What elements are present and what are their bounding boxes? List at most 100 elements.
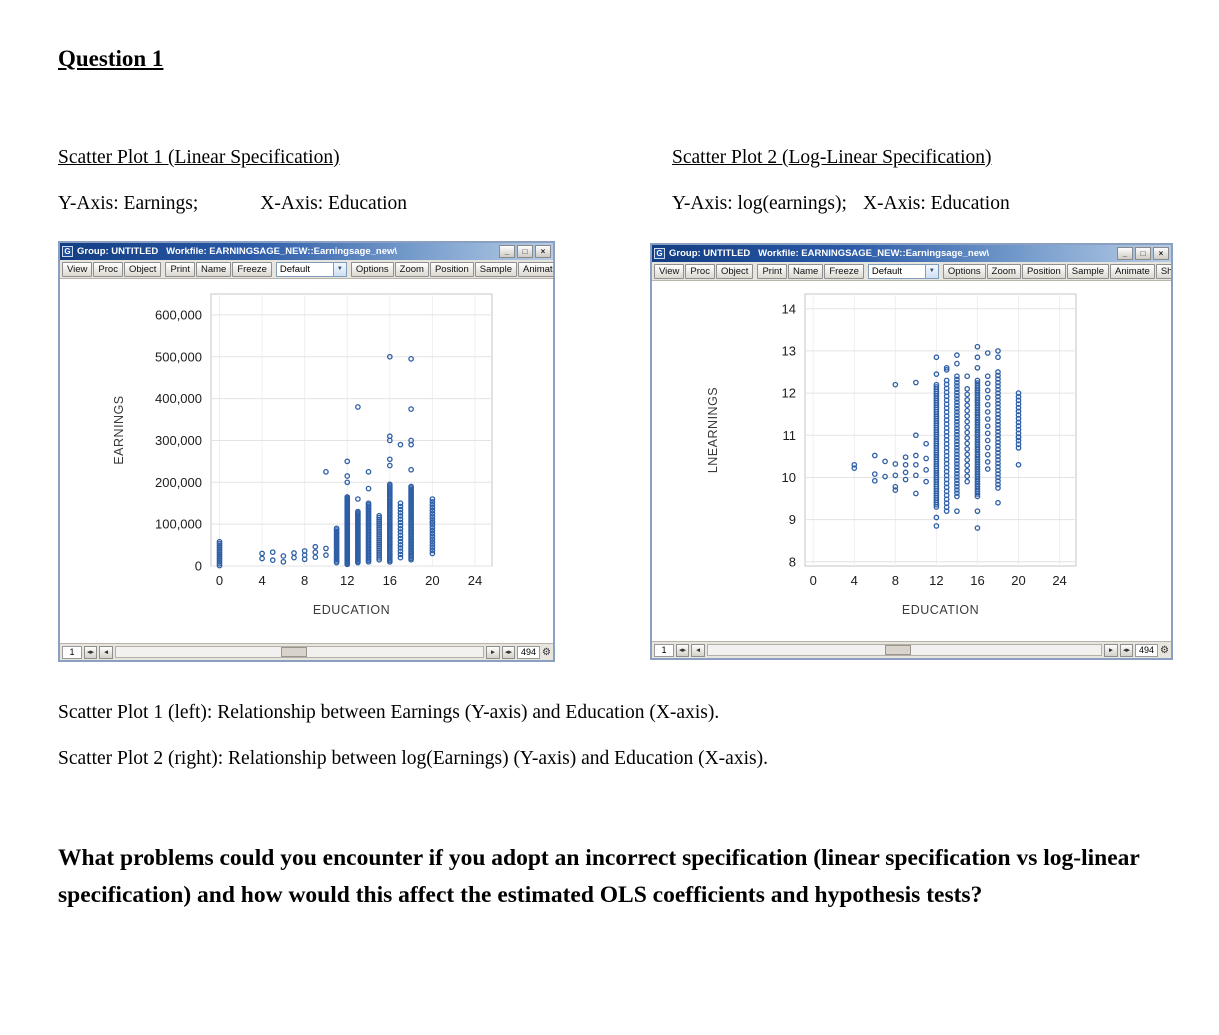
obs-end-box: 494 [517,645,541,659]
svg-text:11: 11 [783,428,797,443]
window-statusbar: 1 ◂▸ ◄ ► ◂▸ 494 ⚙ [60,643,553,660]
obs-spinner-icon[interactable]: ◂▸ [501,645,515,659]
obs-spinner-icon[interactable]: ◂▸ [1119,643,1133,657]
window-toolbar: View Proc Object Print Name Freeze Defau… [60,260,553,279]
caption-plot-1: Scatter Plot 1 (left): Relationship betw… [58,702,720,723]
svg-text:20: 20 [425,573,439,588]
svg-text:24: 24 [1052,573,1066,588]
window-titlebar[interactable]: G Group: UNTITLED Workfile: EARNINGSAGE_… [652,245,1171,262]
toolbar-button-options[interactable]: Options [942,263,986,279]
svg-text:100,000: 100,000 [155,517,202,532]
svg-text:400,000: 400,000 [155,391,202,406]
toolbar-button-position[interactable]: Position [1021,263,1066,279]
toolbar-button-name[interactable]: Name [787,263,824,279]
window-toolbar: View Proc Object Print Name Freeze Defau… [652,262,1171,281]
window-titlebar[interactable]: G Group: UNTITLED Workfile: EARNINGSAGE_… [60,243,553,260]
obs-end-box: 494 [1135,643,1159,657]
eviews-window-linear: G Group: UNTITLED Workfile: EARNINGSAGE_… [58,241,555,662]
toolbar-button-view[interactable]: View [62,261,93,277]
toolbar-button-zoom[interactable]: Zoom [986,263,1021,279]
toolbar-button-animate[interactable]: Animate [1109,263,1155,279]
svg-text:0: 0 [810,573,817,588]
window-statusbar: 1 ◂▸ ◄ ► ◂▸ 494 ⚙ [652,641,1171,658]
scatter-plot-1-axes-line: Y-Axis: Earnings; X-Axis: Education [58,193,407,215]
plot2-yaxis-text: Y-Axis: log(earnings); [672,193,847,214]
chevron-down-icon: ▼ [924,264,938,278]
toolbar-button-print[interactable]: Print [757,263,787,279]
horizontal-scrollbar[interactable] [707,644,1102,656]
svg-text:16: 16 [970,573,984,588]
svg-text:300,000: 300,000 [155,433,202,448]
restore-button[interactable]: □ [517,245,533,258]
toolbar-button-options[interactable]: Options [350,261,394,277]
dropdown-value: Default [871,265,903,277]
svg-text:12: 12 [782,386,796,401]
scatter-plot-earnings-education: 0 4 8 12 16 20 24 0 100,000 200,000 300,000 400,000… [112,293,493,617]
horizontal-scrollbar[interactable] [115,646,484,658]
toolbar-button-position[interactable]: Position [429,261,474,277]
svg-text:EDUCATION: EDUCATION [313,603,390,617]
svg-text:500,000: 500,000 [155,349,202,364]
scatter-plot-1-heading: Scatter Plot 1 (Linear Specification) [58,147,340,168]
obs-spinner-icon[interactable]: ◂▸ [676,643,690,657]
gear-icon[interactable]: ⚙ [1160,644,1169,656]
svg-text:9: 9 [789,512,796,527]
scroll-right-icon[interactable]: ► [1103,643,1118,657]
scatter-plot-2-heading: Scatter Plot 2 (Log-Linear Specification… [672,147,992,168]
plot1-yaxis-text: Y-Axis: Earnings; [58,193,199,214]
minimize-button[interactable]: _ [1117,247,1133,260]
toolbar-button-view[interactable]: View [654,263,685,279]
svg-text:EDUCATION: EDUCATION [902,603,979,617]
toolbar-button-sample[interactable]: Sample [474,261,517,277]
close-button[interactable]: × [1153,247,1169,260]
toolbar-button-object[interactable]: Object [123,261,162,277]
window-title: Group: UNTITLED Workfile: EARNINGSAGE_NE… [669,248,990,259]
minimize-button[interactable]: _ [499,245,515,258]
toolbar-button-proc[interactable]: Proc [685,263,715,279]
svg-text:200,000: 200,000 [155,475,202,490]
svg-text:12: 12 [929,573,943,588]
scrollbar-thumb[interactable] [281,647,308,657]
named-object-dropdown[interactable]: Default ▼ [275,261,347,277]
chevron-down-icon: ▼ [332,262,346,276]
chart-area: 0 4 8 12 16 20 24 8 9 10 11 12 13 14 EDUCATION LNEARNIN… [652,281,1171,641]
question-title: Question 1 [58,46,164,71]
close-button[interactable]: × [535,245,551,258]
svg-text:13: 13 [782,343,796,358]
eviews-app-icon: G [654,248,665,259]
dropdown-value: Default [279,263,311,275]
gear-icon[interactable]: ⚙ [542,646,551,658]
svg-text:14: 14 [782,301,796,316]
toolbar-button-zoom[interactable]: Zoom [394,261,429,277]
toolbar-button-print[interactable]: Print [165,261,195,277]
plot1-xaxis-text: X-Axis: Education [260,193,408,214]
toolbar-button-object[interactable]: Object [715,263,754,279]
toolbar-button-proc[interactable]: Proc [93,261,123,277]
eviews-app-icon: G [62,246,73,257]
scrollbar-thumb[interactable] [884,645,911,655]
toolbar-button-animate[interactable]: Animate [517,261,553,277]
svg-text:16: 16 [383,573,397,588]
toolbar-button-name[interactable]: Name [195,261,232,277]
svg-text:EARNINGS: EARNINGS [112,395,126,464]
scatter-plot-2-axes-line: Y-Axis: log(earnings); X-Axis: Education [672,193,1010,215]
window-controls: _ □ × [499,245,551,258]
plot2-xaxis-text: X-Axis: Education [862,193,1010,214]
scroll-left-icon[interactable]: ◄ [99,645,114,659]
svg-text:20: 20 [1011,573,1025,588]
svg-text:LNEARNINGS: LNEARNINGS [706,387,720,473]
toolbar-button-freeze[interactable]: Freeze [232,261,272,277]
toolbar-button-sample[interactable]: Sample [1066,263,1109,279]
toolbar-button-sheet[interactable]: Sheet [1155,263,1171,279]
scroll-right-icon[interactable]: ► [485,645,500,659]
restore-button[interactable]: □ [1135,247,1151,260]
window-title: Group: UNTITLED Workfile: EARNINGSAGE_NE… [77,246,398,257]
svg-text:10: 10 [782,470,796,485]
svg-text:8: 8 [301,573,308,588]
named-object-dropdown[interactable]: Default ▼ [867,263,939,279]
toolbar-button-freeze[interactable]: Freeze [824,263,864,279]
scroll-left-icon[interactable]: ◄ [691,643,706,657]
obs-spinner-icon[interactable]: ◂▸ [84,645,98,659]
caption-plot-2: Scatter Plot 2 (right): Relationship bet… [58,748,768,769]
eviews-window-loglinear: G Group: UNTITLED Workfile: EARNINGSAGE_… [650,243,1173,660]
